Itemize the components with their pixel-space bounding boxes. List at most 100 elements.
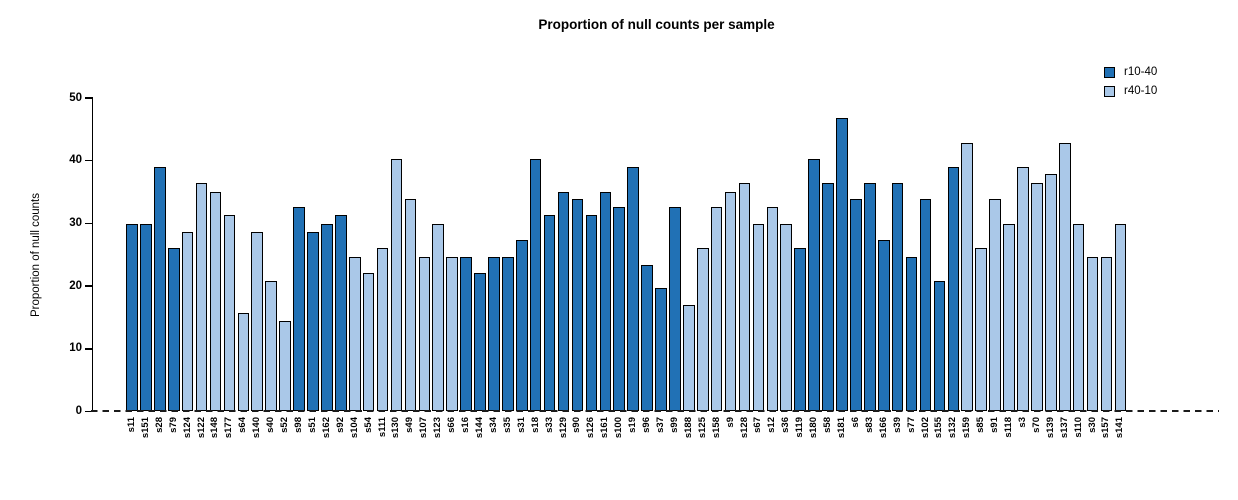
- bar-s96: [641, 265, 653, 411]
- x-axis-label: s166: [877, 417, 889, 439]
- bar-slot: [751, 97, 765, 411]
- x-axis-label: s157: [1100, 417, 1112, 439]
- bar-s188: [683, 305, 695, 411]
- bar-slot: [863, 97, 877, 411]
- bar-s110: [1072, 223, 1085, 411]
- bar-slot: [1016, 97, 1030, 411]
- y-tick-label: 30: [69, 216, 82, 229]
- bar-s16: [460, 257, 472, 411]
- bar-slot: [417, 97, 431, 411]
- x-axis-label: s30: [1086, 417, 1098, 433]
- x-axis-label: s100: [613, 417, 625, 439]
- x-label-slot: s33: [543, 417, 557, 481]
- y-tick-mark: [85, 97, 92, 99]
- y-tick-mark: [85, 410, 92, 413]
- x-axis-label: s188: [682, 417, 694, 439]
- bar-slot: [1100, 97, 1114, 411]
- bar-s122: [195, 183, 208, 411]
- x-axis-label: s12: [766, 417, 778, 433]
- x-label-slot: s37: [654, 417, 668, 481]
- bar-slot: [1058, 97, 1072, 411]
- x-axis-label: s98: [293, 417, 305, 433]
- bar-slot: [668, 97, 682, 411]
- bar-s129: [557, 191, 570, 411]
- x-axis-label: s119: [794, 417, 806, 438]
- bar-slot: [403, 97, 417, 411]
- bar-slot: [682, 97, 696, 411]
- bar-slot: [153, 97, 167, 411]
- bar-slot: [236, 97, 250, 411]
- bar-s124: [181, 231, 194, 411]
- x-axis-label: s34: [487, 417, 499, 433]
- x-label-slot: s144: [473, 417, 487, 481]
- x-label-slot: s129: [557, 417, 571, 481]
- chart-title: Proportion of null counts per sample: [538, 17, 775, 32]
- x-label-slot: s139: [1044, 417, 1058, 481]
- bar-s19: [627, 166, 639, 411]
- x-label-slot: s188: [682, 417, 696, 481]
- y-tick-mark: [85, 347, 92, 350]
- x-axis-label: s104: [348, 417, 360, 439]
- x-label-slot: s92: [334, 417, 348, 481]
- bar-slot: [195, 97, 209, 411]
- bar-slot: [919, 97, 933, 411]
- bar-s123: [432, 224, 445, 411]
- x-axis-label: s128: [738, 417, 750, 439]
- bar-s140: [251, 231, 264, 411]
- bar-slot: [125, 97, 139, 411]
- y-tick-label: 40: [69, 154, 82, 167]
- bar-slot: [974, 97, 988, 411]
- x-label-slot: s98: [292, 417, 306, 481]
- y-tick-mark: [85, 285, 92, 287]
- x-axis-label: s118: [1003, 417, 1015, 438]
- x-axis-label: s125: [696, 417, 708, 439]
- x-axis-label: s70: [1030, 417, 1042, 433]
- x-label-slot: s34: [487, 417, 501, 481]
- x-axis-label: s54: [362, 417, 374, 433]
- bar-slot: [306, 97, 320, 411]
- x-label-slot: s40: [264, 417, 278, 481]
- x-label-slot: s159: [960, 417, 974, 481]
- x-axis-label: s129: [557, 417, 569, 439]
- x-axis-label: s91: [989, 417, 1001, 433]
- bar-slot: [487, 97, 501, 411]
- bar-s126: [585, 215, 598, 411]
- bar-s64: [237, 313, 250, 411]
- bar-slot: [181, 97, 195, 411]
- x-label-slot: s180: [807, 417, 821, 481]
- bar-s11: [126, 224, 138, 411]
- x-axis-label: s148: [209, 417, 221, 439]
- bar-slot: [348, 97, 362, 411]
- x-axis-label: s33: [543, 417, 555, 433]
- bar-s90: [571, 199, 584, 411]
- bar-slot: [821, 97, 835, 411]
- x-label-slot: s140: [250, 417, 264, 481]
- x-axis-label: s90: [571, 417, 583, 433]
- x-axis-label: s35: [501, 417, 513, 433]
- x-label-slot: s177: [222, 417, 236, 481]
- bar-slot: [626, 97, 640, 411]
- x-axis-label: s126: [585, 417, 597, 439]
- bar-s35: [502, 257, 514, 411]
- bar-s12: [766, 206, 779, 411]
- bar-slot: [654, 97, 668, 411]
- x-label-slot: s181: [835, 417, 849, 481]
- legend-swatch-r10-40: [1104, 67, 1115, 78]
- bar-slot: [571, 97, 585, 411]
- bar-s40: [265, 280, 277, 411]
- bar-s85: [975, 248, 987, 411]
- x-label-slot: s111: [376, 417, 390, 481]
- x-axis-label: s49: [404, 417, 416, 433]
- x-label-slot: s90: [571, 417, 585, 481]
- bar-s139: [1045, 174, 1057, 411]
- bar-s118: [1003, 223, 1015, 411]
- x-axis-label: s155: [933, 417, 945, 439]
- bar-slot: [1072, 97, 1086, 411]
- x-label-slot: s54: [362, 417, 376, 481]
- x-label-slot: s30: [1086, 417, 1100, 481]
- x-label-slot: s58: [821, 417, 835, 481]
- bar-slot: [222, 97, 236, 411]
- y-tick-mark: [85, 159, 92, 162]
- bar-s111: [376, 248, 389, 411]
- bar-slot: [278, 97, 292, 411]
